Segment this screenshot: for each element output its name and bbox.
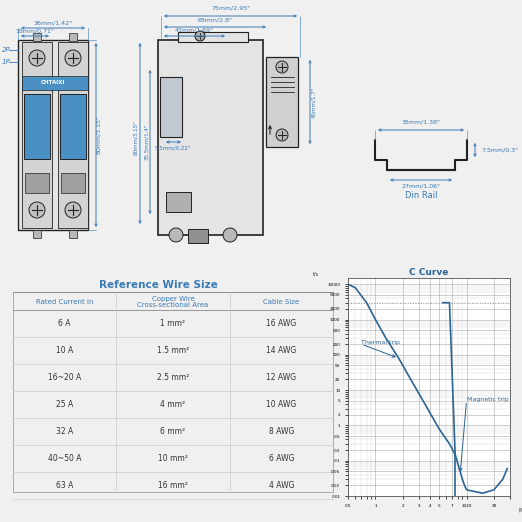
Circle shape [29, 202, 45, 218]
Bar [33, 230, 41, 238]
Bar [33, 33, 41, 41]
Text: 14 AWG: 14 AWG [266, 346, 296, 355]
Circle shape [276, 129, 288, 141]
Circle shape [195, 31, 205, 41]
Text: 1.5 mm²: 1.5 mm² [157, 346, 189, 355]
Text: 10 mm²: 10 mm² [158, 454, 188, 463]
Bar [178, 32, 248, 42]
Bar [22, 76, 88, 90]
Text: Magnetic trip: Magnetic trip [467, 397, 508, 402]
Circle shape [65, 202, 81, 218]
Text: Rated Current In: Rated Current In [35, 299, 93, 305]
Bar [58, 42, 88, 228]
Circle shape [29, 50, 45, 66]
Bar [25, 173, 49, 193]
Circle shape [223, 228, 237, 242]
Bar [18, 40, 88, 230]
Circle shape [276, 61, 288, 73]
Bar [22, 42, 52, 228]
Bar [160, 77, 182, 137]
Text: 6 mm²: 6 mm² [160, 427, 185, 436]
Bar [24, 94, 50, 159]
Text: Reference Wire Size: Reference Wire Size [99, 280, 218, 290]
Text: 1 mm²: 1 mm² [160, 319, 185, 328]
Circle shape [65, 50, 81, 66]
Text: 68mm/2.8": 68mm/2.8" [197, 18, 232, 23]
Text: CHTAIXI: CHTAIXI [41, 80, 65, 86]
Bar [69, 33, 77, 41]
Text: 5.5mm/0.22": 5.5mm/0.22" [155, 145, 191, 150]
Text: Cable Size: Cable Size [264, 299, 300, 305]
Text: Cross-sectional Area: Cross-sectional Area [137, 302, 209, 308]
Bar [166, 192, 191, 212]
Text: 4 mm²: 4 mm² [160, 400, 185, 409]
Text: 7.5mm/0.3": 7.5mm/0.3" [481, 148, 518, 152]
Bar [13, 292, 333, 492]
Text: 16~20 A: 16~20 A [48, 373, 81, 382]
Bar [69, 230, 77, 238]
Text: 1P: 1P [2, 59, 10, 65]
Title: C Curve: C Curve [409, 268, 449, 277]
Text: 35.5mm/1.4": 35.5mm/1.4" [145, 124, 149, 160]
Text: Din Rail: Din Rail [405, 191, 437, 200]
Text: 45mm/1.7": 45mm/1.7" [312, 87, 316, 117]
Text: 35mm/1.38": 35mm/1.38" [401, 119, 441, 124]
Circle shape [169, 228, 183, 242]
Text: 16 mm²: 16 mm² [158, 481, 188, 490]
Bar [266, 57, 298, 147]
Bar [188, 229, 208, 243]
Text: Copper Wire: Copper Wire [151, 296, 194, 302]
Bar [61, 173, 85, 193]
Text: I/In: I/In [518, 507, 522, 512]
Text: Thermal trip: Thermal trip [361, 340, 400, 345]
Text: 63 A: 63 A [56, 481, 73, 490]
Text: 6 A: 6 A [58, 319, 71, 328]
Text: 25 A: 25 A [56, 400, 73, 409]
Text: 6 AWG: 6 AWG [269, 454, 294, 463]
Text: 27mm/1.06": 27mm/1.06" [401, 183, 441, 188]
Text: 8 AWG: 8 AWG [269, 427, 294, 436]
Text: 16 AWG: 16 AWG [266, 319, 296, 328]
Text: t/s: t/s [312, 272, 318, 277]
Bar [158, 40, 263, 235]
Text: 12 AWG: 12 AWG [266, 373, 296, 382]
Text: 4 AWG: 4 AWG [269, 481, 294, 490]
Text: 10 AWG: 10 AWG [266, 400, 296, 409]
Text: 2.5 mm²: 2.5 mm² [157, 373, 189, 382]
Text: 40~50 A: 40~50 A [48, 454, 81, 463]
Text: 18mm/0.71": 18mm/0.71" [16, 29, 54, 33]
Text: 80mm/3.15": 80mm/3.15" [134, 120, 138, 155]
Text: 43mm/1.69": 43mm/1.69" [175, 27, 214, 32]
Text: 32 A: 32 A [56, 427, 73, 436]
Text: 2P: 2P [2, 47, 10, 53]
Text: 10 A: 10 A [56, 346, 73, 355]
Text: 80mm/3.15": 80mm/3.15" [97, 115, 101, 155]
Text: 75mm/2.95": 75mm/2.95" [211, 5, 250, 10]
Text: 36mm/1.42": 36mm/1.42" [33, 20, 73, 26]
Bar [60, 94, 86, 159]
